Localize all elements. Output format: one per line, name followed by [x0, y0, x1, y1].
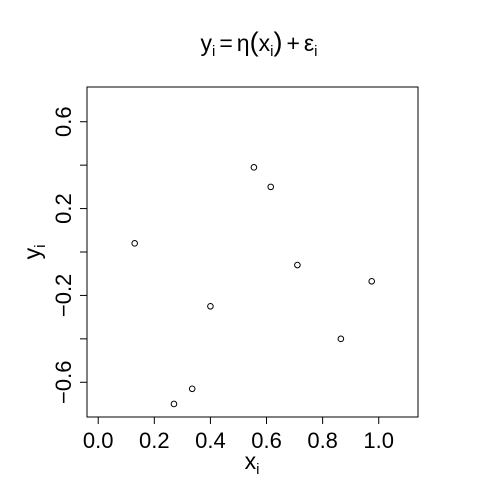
x-tick-label: 0.6: [251, 428, 282, 453]
data-point: [368, 278, 376, 285]
data-point: [294, 261, 301, 269]
title-close-paren: ): [273, 27, 282, 57]
title-open-paren: (: [250, 27, 259, 57]
x-axis-label-subscript: i: [256, 461, 259, 478]
y-axis-label: yi: [19, 245, 49, 260]
title-y-subscript: i: [212, 43, 215, 60]
data-point: [207, 302, 214, 310]
title-y: y: [201, 30, 213, 56]
data-points: [131, 164, 376, 408]
title-epsilon-subscript: i: [314, 43, 317, 60]
plot-frame: [86, 86, 419, 418]
data-point: [267, 183, 275, 191]
x-tick-label: 1.0: [363, 428, 394, 453]
y-tick-label: 0.2: [51, 193, 76, 224]
x-axis-label: xi: [245, 448, 260, 478]
y-tick-label: 0.6: [51, 106, 76, 137]
title-plus: +: [286, 30, 299, 56]
y-axis-label-main: y: [19, 247, 45, 259]
title-eta: η: [237, 30, 250, 56]
y-tick-label: −0.2: [51, 274, 76, 317]
data-point: [250, 164, 258, 171]
title-x: x: [259, 30, 271, 56]
y-axis-label-subscript: i: [32, 245, 49, 248]
y-axis: −0.6 −0.2 0.2 0.6: [51, 106, 88, 404]
title-epsilon: ε: [304, 30, 314, 56]
x-tick-label: 0.8: [307, 428, 338, 453]
x-axis: 0.0 0.2 0.4 0.6 0.8 1.0: [83, 416, 394, 453]
data-point: [188, 385, 196, 393]
title-x-subscript: i: [270, 43, 273, 60]
data-point: [131, 240, 138, 247]
x-tick-label: 0.2: [139, 428, 170, 453]
y-tick-label: −0.6: [51, 361, 76, 404]
x-tick-label: 0.4: [195, 428, 226, 453]
chart-title: yi = η(xi) + εi: [201, 27, 318, 60]
title-equals: =: [219, 30, 232, 56]
x-axis-label-main: x: [245, 448, 257, 474]
data-point: [337, 335, 345, 343]
data-point: [170, 400, 178, 408]
x-tick-label: 0.0: [83, 428, 114, 453]
